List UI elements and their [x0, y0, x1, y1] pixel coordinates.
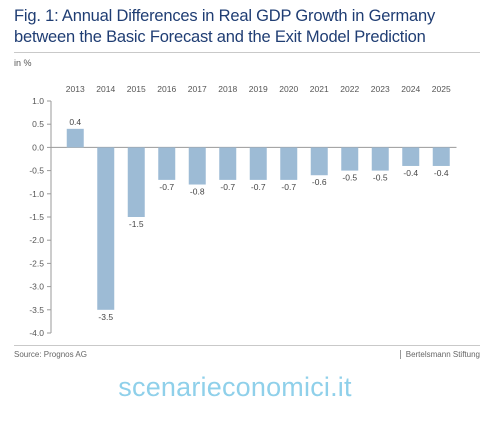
data-label: -0.8: [190, 187, 205, 197]
bar: [127, 147, 145, 217]
x-category-label: 2023: [371, 84, 390, 94]
bar: [158, 147, 176, 180]
y-tick-label: -4.0: [29, 328, 44, 338]
y-tick-label: 0.0: [32, 142, 44, 152]
y-tick-label: -3.5: [29, 305, 44, 315]
x-category-label: 2025: [432, 84, 451, 94]
chart-title: Fig. 1: Annual Differences in Real GDP G…: [14, 6, 484, 48]
bar: [371, 147, 389, 171]
data-label: -0.4: [434, 168, 449, 178]
source-note: Source: Prognos AG: [14, 350, 87, 359]
y-tick-label: -2.5: [29, 258, 44, 268]
title-rule: [14, 52, 480, 53]
data-label: -0.5: [342, 173, 357, 183]
bar: [249, 147, 267, 180]
x-category-label: 2017: [188, 84, 207, 94]
publisher-credit: Bertelsmann Stiftung: [399, 350, 480, 359]
data-label: 0.4: [69, 117, 81, 127]
data-label: -0.4: [403, 168, 418, 178]
bar: [97, 147, 115, 310]
bar: [402, 147, 420, 166]
x-category-label: 2018: [218, 84, 237, 94]
x-category-label: 2016: [157, 84, 176, 94]
footer-rule: [14, 345, 480, 346]
unit-label: in %: [14, 58, 32, 68]
data-label: -0.7: [251, 182, 266, 192]
data-label: -1.5: [129, 219, 144, 229]
chart-title-line-2: between the Basic Forecast and the Exit …: [14, 28, 426, 46]
x-category-label: 2015: [127, 84, 146, 94]
bar: [188, 147, 206, 185]
data-label: -0.5: [373, 173, 388, 183]
data-label: -3.5: [98, 312, 113, 322]
data-label: -0.6: [312, 177, 327, 187]
bar: [219, 147, 237, 180]
x-category-label: 2024: [401, 84, 420, 94]
bar: [341, 147, 359, 171]
bar: [432, 147, 450, 166]
y-tick-label: 1.0: [32, 96, 44, 106]
y-tick-label: -1.0: [29, 189, 44, 199]
data-label: -0.7: [159, 182, 174, 192]
x-category-label: 2014: [96, 84, 115, 94]
y-tick-label: -1.5: [29, 212, 44, 222]
y-tick-label: 0.5: [32, 119, 44, 129]
data-label: -0.7: [220, 182, 235, 192]
x-category-label: 2020: [279, 84, 298, 94]
x-category-label: 2021: [310, 84, 329, 94]
bar: [280, 147, 298, 180]
bar-chart: 1.0 0.5 0.0 -0.5 -1.0 -1.5 -2.0 -2.5 -3.0 -3.5 -4.…: [29, 84, 457, 338]
bar: [66, 128, 84, 148]
y-tick-label: -2.0: [29, 235, 44, 245]
chart-title-line-1: Fig. 1: Annual Differences in Real GDP G…: [14, 7, 436, 25]
bar: [310, 147, 328, 176]
x-category-label: 2013: [66, 84, 85, 94]
watermark: scenarieconomici.it: [118, 372, 352, 402]
y-tick-label: -3.0: [29, 282, 44, 292]
data-label: -0.7: [281, 182, 296, 192]
x-category-label: 2019: [249, 84, 268, 94]
y-tick-label: -0.5: [29, 166, 44, 176]
x-category-label: 2022: [340, 84, 359, 94]
